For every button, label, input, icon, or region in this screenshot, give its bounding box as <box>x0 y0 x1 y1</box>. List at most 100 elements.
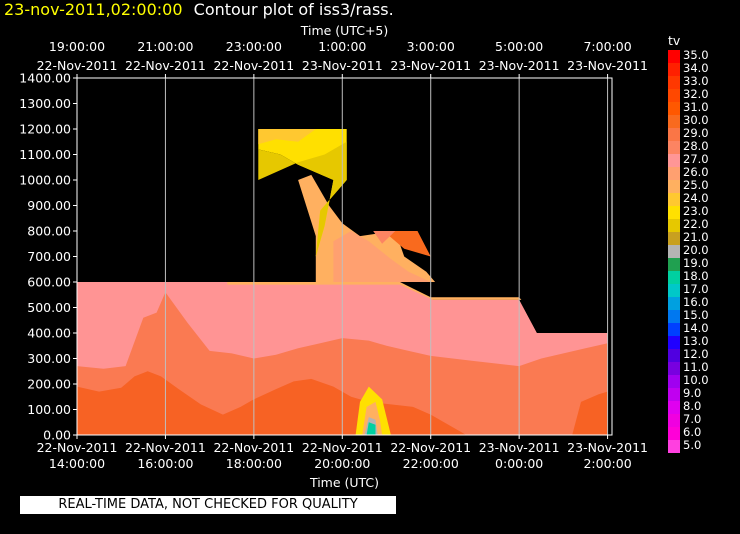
x-tick-time: 16:00:00 <box>137 456 193 471</box>
colorbar-value: 16.0 <box>683 295 709 309</box>
colorbar-value: 8.0 <box>683 399 701 413</box>
colorbar-swatch <box>668 89 680 102</box>
colorbar-swatch <box>668 128 680 141</box>
colorbar-swatch <box>668 232 680 245</box>
colorbar-swatch <box>668 102 680 115</box>
x-tick-date: 22-Nov-2011 <box>390 440 471 455</box>
y-tick-label: 800.00 <box>27 224 71 239</box>
contour-region <box>366 422 376 435</box>
contour-region <box>258 129 316 145</box>
colorbar-value: 24.0 <box>683 191 709 205</box>
x2-tick-date: 23-Nov-2011 <box>390 58 471 73</box>
y-tick-label: 900.00 <box>27 198 71 213</box>
colorbar-swatch <box>668 141 680 154</box>
colorbar-value: 6.0 <box>683 425 701 439</box>
colorbar-value: 5.0 <box>683 438 701 452</box>
colorbar-value: 15.0 <box>683 308 709 322</box>
colorbar-swatch <box>668 297 680 310</box>
colorbar-value: 33.0 <box>683 74 709 88</box>
colorbar-swatch <box>668 219 680 232</box>
colorbar-value: 13.0 <box>683 334 709 348</box>
y-tick-label: 600.00 <box>27 275 71 290</box>
colorbar-value: 21.0 <box>683 230 709 244</box>
x2-tick-time: 21:00:00 <box>137 39 193 54</box>
contour-region <box>333 231 431 282</box>
colorbar-value: 29.0 <box>683 126 709 140</box>
x-tick-time: 2:00:00 <box>583 456 631 471</box>
x2-tick-time: 1:00:00 <box>318 39 366 54</box>
colorbar-swatch <box>668 180 680 193</box>
colorbar-label: tv <box>668 33 681 48</box>
colorbar-value: 31.0 <box>683 100 709 114</box>
y-tick-label: 1400.00 <box>19 71 71 86</box>
contour-region <box>373 231 396 244</box>
x2-tick-time: 19:00:00 <box>49 39 105 54</box>
colorbar-value: 18.0 <box>683 269 709 283</box>
x-tick-date: 22-Nov-2011 <box>37 440 118 455</box>
colorbar-value: 23.0 <box>683 204 709 218</box>
contour-region <box>572 391 608 435</box>
x2-tick-date: 22-Nov-2011 <box>125 58 206 73</box>
colorbar-value: 27.0 <box>683 152 709 166</box>
colorbar-value: 25.0 <box>683 178 709 192</box>
colorbar-value: 30.0 <box>683 113 709 127</box>
colorbar-swatch <box>668 193 680 206</box>
x2-tick-date: 23-Nov-2011 <box>567 58 648 73</box>
y-tick-label: 700.00 <box>27 249 71 264</box>
colorbar-swatch <box>668 336 680 349</box>
colorbar-value: 10.0 <box>683 373 709 387</box>
colorbar-swatch <box>668 388 680 401</box>
colorbar-swatch <box>668 362 680 375</box>
colorbar-swatch <box>668 167 680 180</box>
x2-tick-date: 23-Nov-2011 <box>302 58 383 73</box>
colorbar-value: 20.0 <box>683 243 709 257</box>
colorbar-swatch <box>668 63 680 76</box>
contour-region <box>227 282 522 300</box>
colorbar-swatch <box>668 401 680 414</box>
colorbar-swatch <box>668 310 680 323</box>
x2-tick-date: 22-Nov-2011 <box>37 58 118 73</box>
y-tick-label: 300.00 <box>27 351 71 366</box>
x2-tick-time: 7:00:00 <box>583 39 631 54</box>
colorbar-swatch <box>668 375 680 388</box>
axes: 0.00 100.00 200.00 300.00 400.00 500.00 600.00… <box>19 23 648 490</box>
contour-region <box>258 141 347 257</box>
y-tick-label: 400.00 <box>27 326 71 341</box>
colorbar-value: 7.0 <box>683 412 701 426</box>
x-tick-time: 14:00:00 <box>49 456 105 471</box>
y-tick-label: 200.00 <box>27 377 71 392</box>
colorbar-swatch <box>668 258 680 271</box>
x-tick-date: 22-Nov-2011 <box>125 440 206 455</box>
colorbar-swatch <box>668 50 680 63</box>
x-tick-date: 22-Nov-2011 <box>213 440 294 455</box>
x2-tick-time: 3:00:00 <box>407 39 455 54</box>
y-tick-label: 500.00 <box>27 300 71 315</box>
contour-region <box>298 174 436 282</box>
contour-region <box>373 231 431 257</box>
y-tick-label: 1000.00 <box>19 173 71 188</box>
colorbar-value: 17.0 <box>683 282 709 296</box>
x2-axis-label: Time (UTC+5) <box>300 23 389 38</box>
x2-tick-time: 23:00:00 <box>226 39 282 54</box>
colorbar-swatch <box>668 245 680 258</box>
colorbar-swatch <box>668 323 680 336</box>
colorbar-value: 26.0 <box>683 165 709 179</box>
colorbar-swatch <box>668 427 680 440</box>
quality-note: REAL-TIME DATA, NOT CHECKED FOR QUALITY <box>20 496 396 514</box>
colorbar-swatch <box>668 414 680 427</box>
x-tick-time: 0:00:00 <box>495 456 543 471</box>
x-axis-label: Time (UTC) <box>309 475 379 490</box>
colorbar-swatch <box>668 154 680 167</box>
x-tick-date: 23-Nov-2011 <box>567 440 648 455</box>
x2-tick-date: 23-Nov-2011 <box>479 58 560 73</box>
x-tick-date: 22-Nov-2011 <box>302 440 383 455</box>
chart-header: 23-nov-2011,02:00:00 Contour plot of iss… <box>4 0 394 19</box>
colorbar-value: 22.0 <box>683 217 709 231</box>
y-tick-label: 1300.00 <box>19 96 71 111</box>
colorbar-value: 35.0 <box>683 48 709 62</box>
y-tick-label: 1200.00 <box>19 122 71 137</box>
x2-tick-time: 5:00:00 <box>495 39 543 54</box>
colorbar-value: 11.0 <box>683 360 709 374</box>
colorbar-value: 34.0 <box>683 61 709 75</box>
colorbar-swatch <box>668 440 680 453</box>
